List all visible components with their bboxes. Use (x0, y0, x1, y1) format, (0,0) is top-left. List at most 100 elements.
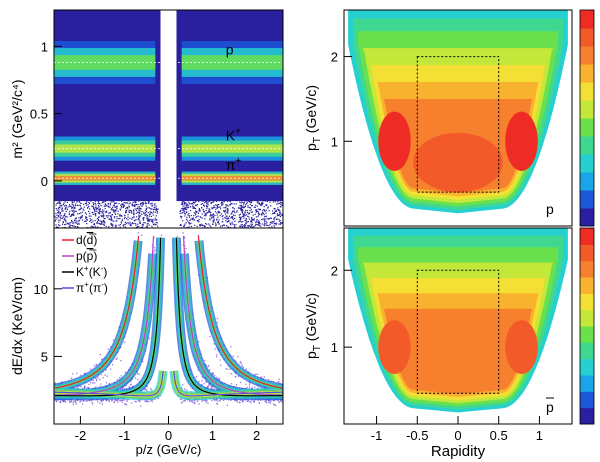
m2-scatter-point (108, 226, 110, 228)
m2-scatter-point (242, 205, 244, 207)
dedx-scatter-point (258, 402, 261, 404)
m2-scatter-point (58, 206, 60, 209)
m2-scatter-point (59, 202, 61, 205)
m2-scatter-point (59, 207, 61, 209)
m2-scatter-point (250, 226, 252, 228)
m2-scatter-point (125, 217, 128, 220)
m2-scatter-point (113, 217, 115, 219)
m2-scatter-point (198, 199, 200, 202)
m2-scatter-point (130, 211, 132, 213)
dedx-scatter-point (119, 377, 121, 379)
dedx-scatter-point (52, 391, 53, 392)
m2-scatter-point (212, 213, 215, 216)
m2-scatter-point (239, 208, 242, 210)
m2-scatter-point (103, 205, 106, 207)
m2-scatter-point (284, 210, 285, 211)
m2-scatter-point (95, 196, 97, 198)
m2-scatter-point (59, 202, 61, 204)
m2-scatter-point (107, 216, 109, 219)
m2-scatter-point (73, 206, 75, 209)
dedx-scatter-point (151, 400, 153, 403)
m2-scatter-point (111, 224, 113, 226)
m2-scatter-point (61, 208, 63, 210)
m2-scatter-point (128, 209, 130, 212)
m2-scatter-point (68, 204, 71, 206)
m2-scatter-point (110, 201, 112, 203)
m2-scatter-point (52, 213, 53, 214)
dedx-scatter-point (105, 368, 107, 371)
m2-scatter-point (256, 200, 258, 202)
m2-scatter-point (208, 208, 210, 210)
m2-scatter-point (112, 207, 114, 209)
dedx-scatter-point (241, 400, 244, 402)
m2-scatter-point (239, 220, 241, 222)
m2-scatter-point (92, 220, 94, 222)
m2-scatter-point (99, 210, 101, 212)
m2-scatter-point (154, 203, 156, 205)
dedx-scatter-point (160, 395, 162, 397)
m2-scatter-point (69, 199, 72, 201)
m2-scatter-point (195, 211, 197, 213)
m2-scatter-point (71, 208, 73, 210)
dedx-scatter-point (192, 401, 194, 403)
m2-scatter-point (258, 222, 261, 224)
m2-scatter-point (65, 196, 67, 198)
m2-scatter-point (239, 205, 241, 207)
m2-scatter-point (143, 199, 146, 202)
m2-scatter-point (277, 201, 279, 203)
m2-scatter-point (210, 198, 212, 200)
m2-scatter-point (277, 208, 279, 211)
m2-scatter-point (114, 206, 116, 208)
m2-scatter-point (140, 199, 142, 201)
m2-scatter-point (250, 205, 253, 207)
m2-scatter-point (126, 202, 128, 204)
m2-scatter-point (185, 195, 187, 198)
dedx-scatter-point (130, 380, 132, 382)
m2-scatter-point (255, 204, 257, 206)
m2-scatter-point (241, 201, 243, 203)
m2-scatter-point (275, 218, 277, 220)
dedx-scatter-point (138, 400, 140, 403)
m2-scatter-point (89, 208, 91, 210)
m2-scatter-point (250, 220, 252, 222)
m2-scatter-point (104, 211, 107, 213)
m2-scatter-point (239, 213, 242, 215)
dedx-scatter-point (213, 399, 216, 401)
dedx-scatter-point (104, 374, 106, 376)
m2-scatter-point (240, 202, 242, 204)
m2-scatter-point (241, 224, 243, 226)
m2-scatter-point (210, 211, 212, 214)
m2-scatter-point (134, 208, 136, 210)
m2-scatter-point (270, 205, 272, 207)
m2-scatter-point (207, 210, 209, 212)
m2-scatter-point (56, 217, 58, 219)
dedx-scatter-point (274, 404, 277, 407)
m2-scatter-point (210, 199, 212, 201)
m2-scatter-point (281, 198, 283, 201)
m2-scatter-point (153, 208, 155, 210)
m2-scatter-point (227, 205, 229, 207)
m2-scatter-point (70, 198, 72, 200)
m2-scatter-point (253, 206, 255, 208)
m2-scatter-point (238, 220, 240, 223)
m2-scatter-point (280, 204, 282, 206)
m2-scatter-point (94, 200, 96, 202)
m2-scatter-point (68, 213, 70, 216)
dedx-scatter-point (100, 383, 102, 385)
m2-scatter-point (87, 204, 89, 206)
m2-scatter-point (186, 211, 188, 213)
m2-scatter-point (98, 206, 100, 208)
m2-scatter-point (122, 205, 125, 207)
m2-scatter-point (184, 215, 186, 217)
m2-scatter-point (63, 202, 65, 204)
m2-scatter-point (81, 219, 84, 221)
dedx-scatter-point (280, 400, 283, 403)
m2-scatter-point (196, 216, 198, 218)
m2-scatter-point (256, 219, 258, 221)
m2-scatter-point (97, 202, 99, 205)
m2-scatter-point (184, 223, 186, 225)
m2-scatter-point (122, 199, 125, 201)
m2-scatter-point (124, 216, 126, 218)
m2-scatter-point (264, 219, 266, 221)
dedx-scatter-point (216, 354, 218, 356)
